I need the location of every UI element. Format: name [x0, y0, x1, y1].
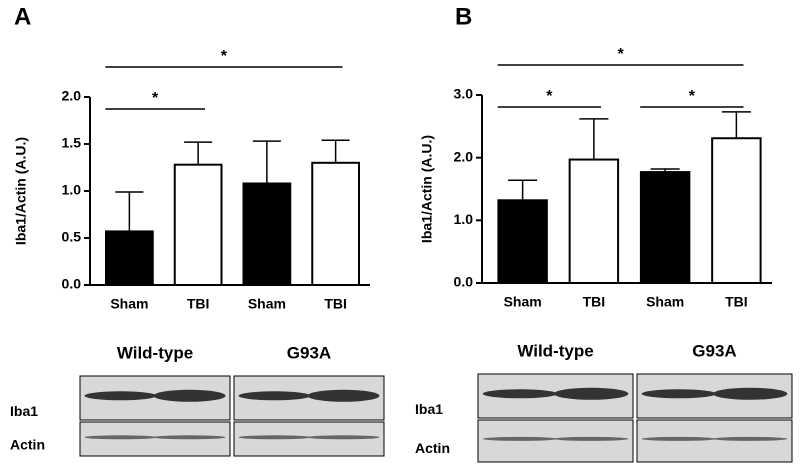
- blot-band: [238, 435, 311, 440]
- blot-band: [84, 391, 157, 401]
- panel-label: A: [14, 3, 31, 30]
- x-tick-label: TBI: [187, 296, 210, 312]
- significance-label: *: [221, 48, 228, 65]
- bar: [497, 199, 548, 284]
- y-tick-label: 0.0: [454, 274, 474, 290]
- x-tick-label: Sham: [504, 294, 542, 310]
- x-tick-label: Sham: [248, 296, 286, 312]
- blot-group-label: Wild-type: [117, 343, 193, 362]
- blot-frame: [477, 419, 634, 463]
- y-axis-label: Iba1/Actin (A.U.): [13, 137, 29, 245]
- y-tick-label: 1.0: [454, 211, 474, 227]
- blot-band: [482, 389, 558, 399]
- x-tick-label: TBI: [583, 294, 606, 310]
- bar: [711, 137, 762, 284]
- blot-row-label: Iba1: [415, 401, 443, 417]
- blot-row-label: Actin: [415, 440, 450, 456]
- bar: [105, 230, 154, 286]
- blot-band: [641, 436, 717, 441]
- blot-band: [553, 436, 629, 441]
- blot-group-label: G93A: [287, 343, 331, 362]
- blot-row-label: Actin: [10, 437, 45, 453]
- x-tick-label: TBI: [324, 296, 347, 312]
- blot-band: [238, 391, 311, 401]
- blot-row-label: Iba1: [10, 403, 38, 419]
- y-tick-label: 2.0: [454, 148, 474, 164]
- y-tick-label: 1.5: [62, 135, 82, 151]
- y-axis-label: Iba1/Actin (A.U.): [419, 135, 435, 243]
- bar: [568, 158, 620, 284]
- blot-band: [84, 435, 157, 440]
- y-tick-label: 2.0: [62, 88, 82, 104]
- bar: [639, 171, 691, 284]
- y-tick-label: 1.0: [62, 182, 82, 198]
- blot-band: [712, 387, 788, 400]
- blot-band: [482, 436, 558, 441]
- bar: [173, 163, 223, 286]
- x-tick-label: Sham: [110, 296, 148, 312]
- blot-frame: [636, 419, 793, 463]
- blot-band: [307, 389, 380, 402]
- significance-label: *: [617, 46, 624, 63]
- blot-group-label: Wild-type: [517, 341, 593, 360]
- blot-band: [553, 387, 629, 400]
- significance-label: *: [689, 88, 696, 105]
- blot-band: [307, 435, 380, 440]
- blot-band: [712, 436, 788, 441]
- x-tick-label: TBI: [725, 294, 748, 310]
- blot-band: [153, 435, 226, 440]
- blot-band: [153, 389, 226, 402]
- blot-band: [641, 389, 717, 399]
- significance-label: *: [546, 88, 553, 105]
- significance-label: *: [152, 90, 159, 107]
- bar: [242, 182, 292, 286]
- blot-group-label: G93A: [692, 341, 736, 360]
- y-tick-label: 0.0: [62, 276, 82, 292]
- x-tick-label: Sham: [646, 294, 684, 310]
- y-tick-label: 3.0: [454, 86, 474, 102]
- bar: [311, 161, 360, 286]
- panel-label: B: [455, 3, 472, 30]
- y-tick-label: 0.5: [62, 229, 82, 245]
